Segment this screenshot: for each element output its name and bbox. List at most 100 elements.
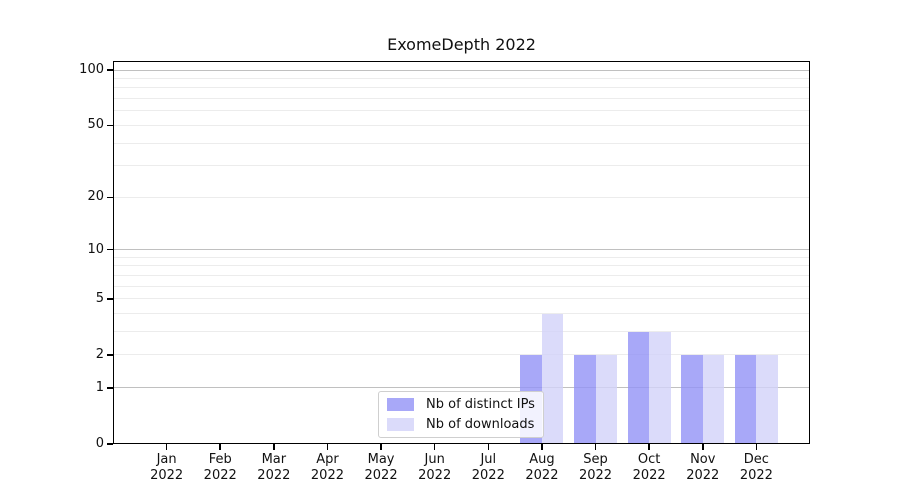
x-tick-month: Jan [156,452,177,467]
bar-distinct-ips [681,354,703,444]
y-tick-mark [107,443,113,445]
x-tick-label: Nov 2022 [671,452,735,484]
y-tick-label: 50 [87,117,104,133]
x-tick-mark [165,444,168,450]
x-tick-month: Aug [529,452,555,467]
legend: Nb of distinct IPs Nb of downloads [378,391,544,438]
x-tick-year: 2022 [418,468,452,483]
bar-distinct-ips [734,354,757,444]
bar-distinct-ips [574,354,596,444]
gridline-minor [113,285,810,287]
gridline-minor [113,298,810,300]
gridline-major [113,249,810,251]
gridline-major [113,387,810,389]
legend-item-distinct-ips: Nb of distinct IPs [387,395,535,414]
x-tick-mark [326,444,329,450]
x-tick-label: Oct 2022 [617,452,681,484]
x-tick-mark [219,444,221,450]
x-tick-mark [380,444,382,450]
x-tick-month: Jul [480,452,497,467]
x-tick-mark [702,444,704,450]
legend-item-downloads: Nb of downloads [387,416,535,435]
chart-title: ExomeDepth 2022 [387,35,536,54]
x-tick-month: Oct [637,452,661,467]
x-tick-label: Jan 2022 [135,452,199,484]
x-tick-year: 2022 [686,468,720,483]
y-tick-mark [107,124,113,127]
x-tick-year: 2022 [150,468,184,483]
gridline-minor [113,98,810,100]
x-tick-label: Jun 2022 [403,452,467,484]
y-tick-mark [107,298,113,300]
gridline-minor [113,256,810,258]
x-tick-mark [755,444,758,450]
x-tick-year: 2022 [525,468,559,483]
gridline-minor [113,110,810,112]
x-tick-month: Mar [261,452,287,467]
y-tick-label: 2 [95,346,104,362]
y-tick-mark [107,69,113,71]
y-tick-label: 1 [95,379,104,395]
gridline-minor [113,354,810,356]
x-tick-year: 2022 [364,468,398,483]
x-tick-label: Apr 2022 [295,452,359,484]
x-tick-year: 2022 [203,468,237,483]
x-tick-label: Dec 2022 [724,452,788,484]
x-tick-year: 2022 [310,468,344,483]
gridline-minor [113,124,810,126]
bar-distinct-ips [627,331,650,444]
y-tick-mark [107,196,113,199]
x-tick-year: 2022 [632,468,666,483]
bar-downloads [756,354,778,444]
gridline-minor [113,265,810,267]
legend-swatch-distinct-ips [387,397,414,411]
y-tick-mark [107,354,113,356]
bar-downloads [541,313,564,444]
x-tick-label: Feb 2022 [188,452,252,484]
gridline-minor [113,313,810,315]
x-tick-label: Aug 2022 [510,452,574,484]
y-tick-label: 10 [87,241,104,257]
bar-downloads [649,331,671,444]
x-tick-mark [433,444,436,450]
y-tick-label: 100 [79,62,104,77]
gridline-minor [113,165,810,167]
x-tick-month: Nov [690,452,716,467]
y-tick-mark [107,387,113,389]
x-tick-label: Mar 2022 [242,452,306,484]
bar-downloads [595,354,618,444]
gridline-major [113,69,810,71]
gridline-minor [113,196,810,198]
bar-downloads [702,354,725,444]
x-tick-year: 2022 [739,468,773,483]
gridline-minor [113,331,810,333]
x-tick-year: 2022 [257,468,291,483]
x-tick-month: Jun [424,452,445,467]
x-tick-mark [648,444,650,450]
gridline-minor [113,142,810,144]
x-tick-mark [487,444,490,450]
x-tick-month: Sep [583,452,608,467]
legend-label-downloads: Nb of downloads [426,417,535,433]
x-tick-month: Feb [208,452,232,467]
legend-label-distinct-ips: Nb of distinct IPs [426,396,535,412]
x-tick-year: 2022 [578,468,613,483]
legend-swatch-downloads [387,418,414,432]
y-tick-label: 0 [95,436,104,451]
y-tick-mark [107,248,113,251]
x-tick-mark [594,444,597,450]
x-tick-month: Dec [743,452,769,467]
gridline-minor [113,274,810,276]
x-tick-label: May 2022 [349,452,413,484]
x-tick-year: 2022 [471,468,505,483]
x-tick-mark [273,444,275,450]
y-tick-label: 20 [87,189,104,205]
gridline-minor [113,87,810,89]
y-tick-label: 5 [95,290,104,306]
x-tick-label: Sep 2022 [564,452,628,484]
x-tick-mark [541,444,543,450]
gridline-minor [113,77,810,79]
x-tick-month: May [367,452,395,467]
x-tick-month: Apr [316,452,339,467]
